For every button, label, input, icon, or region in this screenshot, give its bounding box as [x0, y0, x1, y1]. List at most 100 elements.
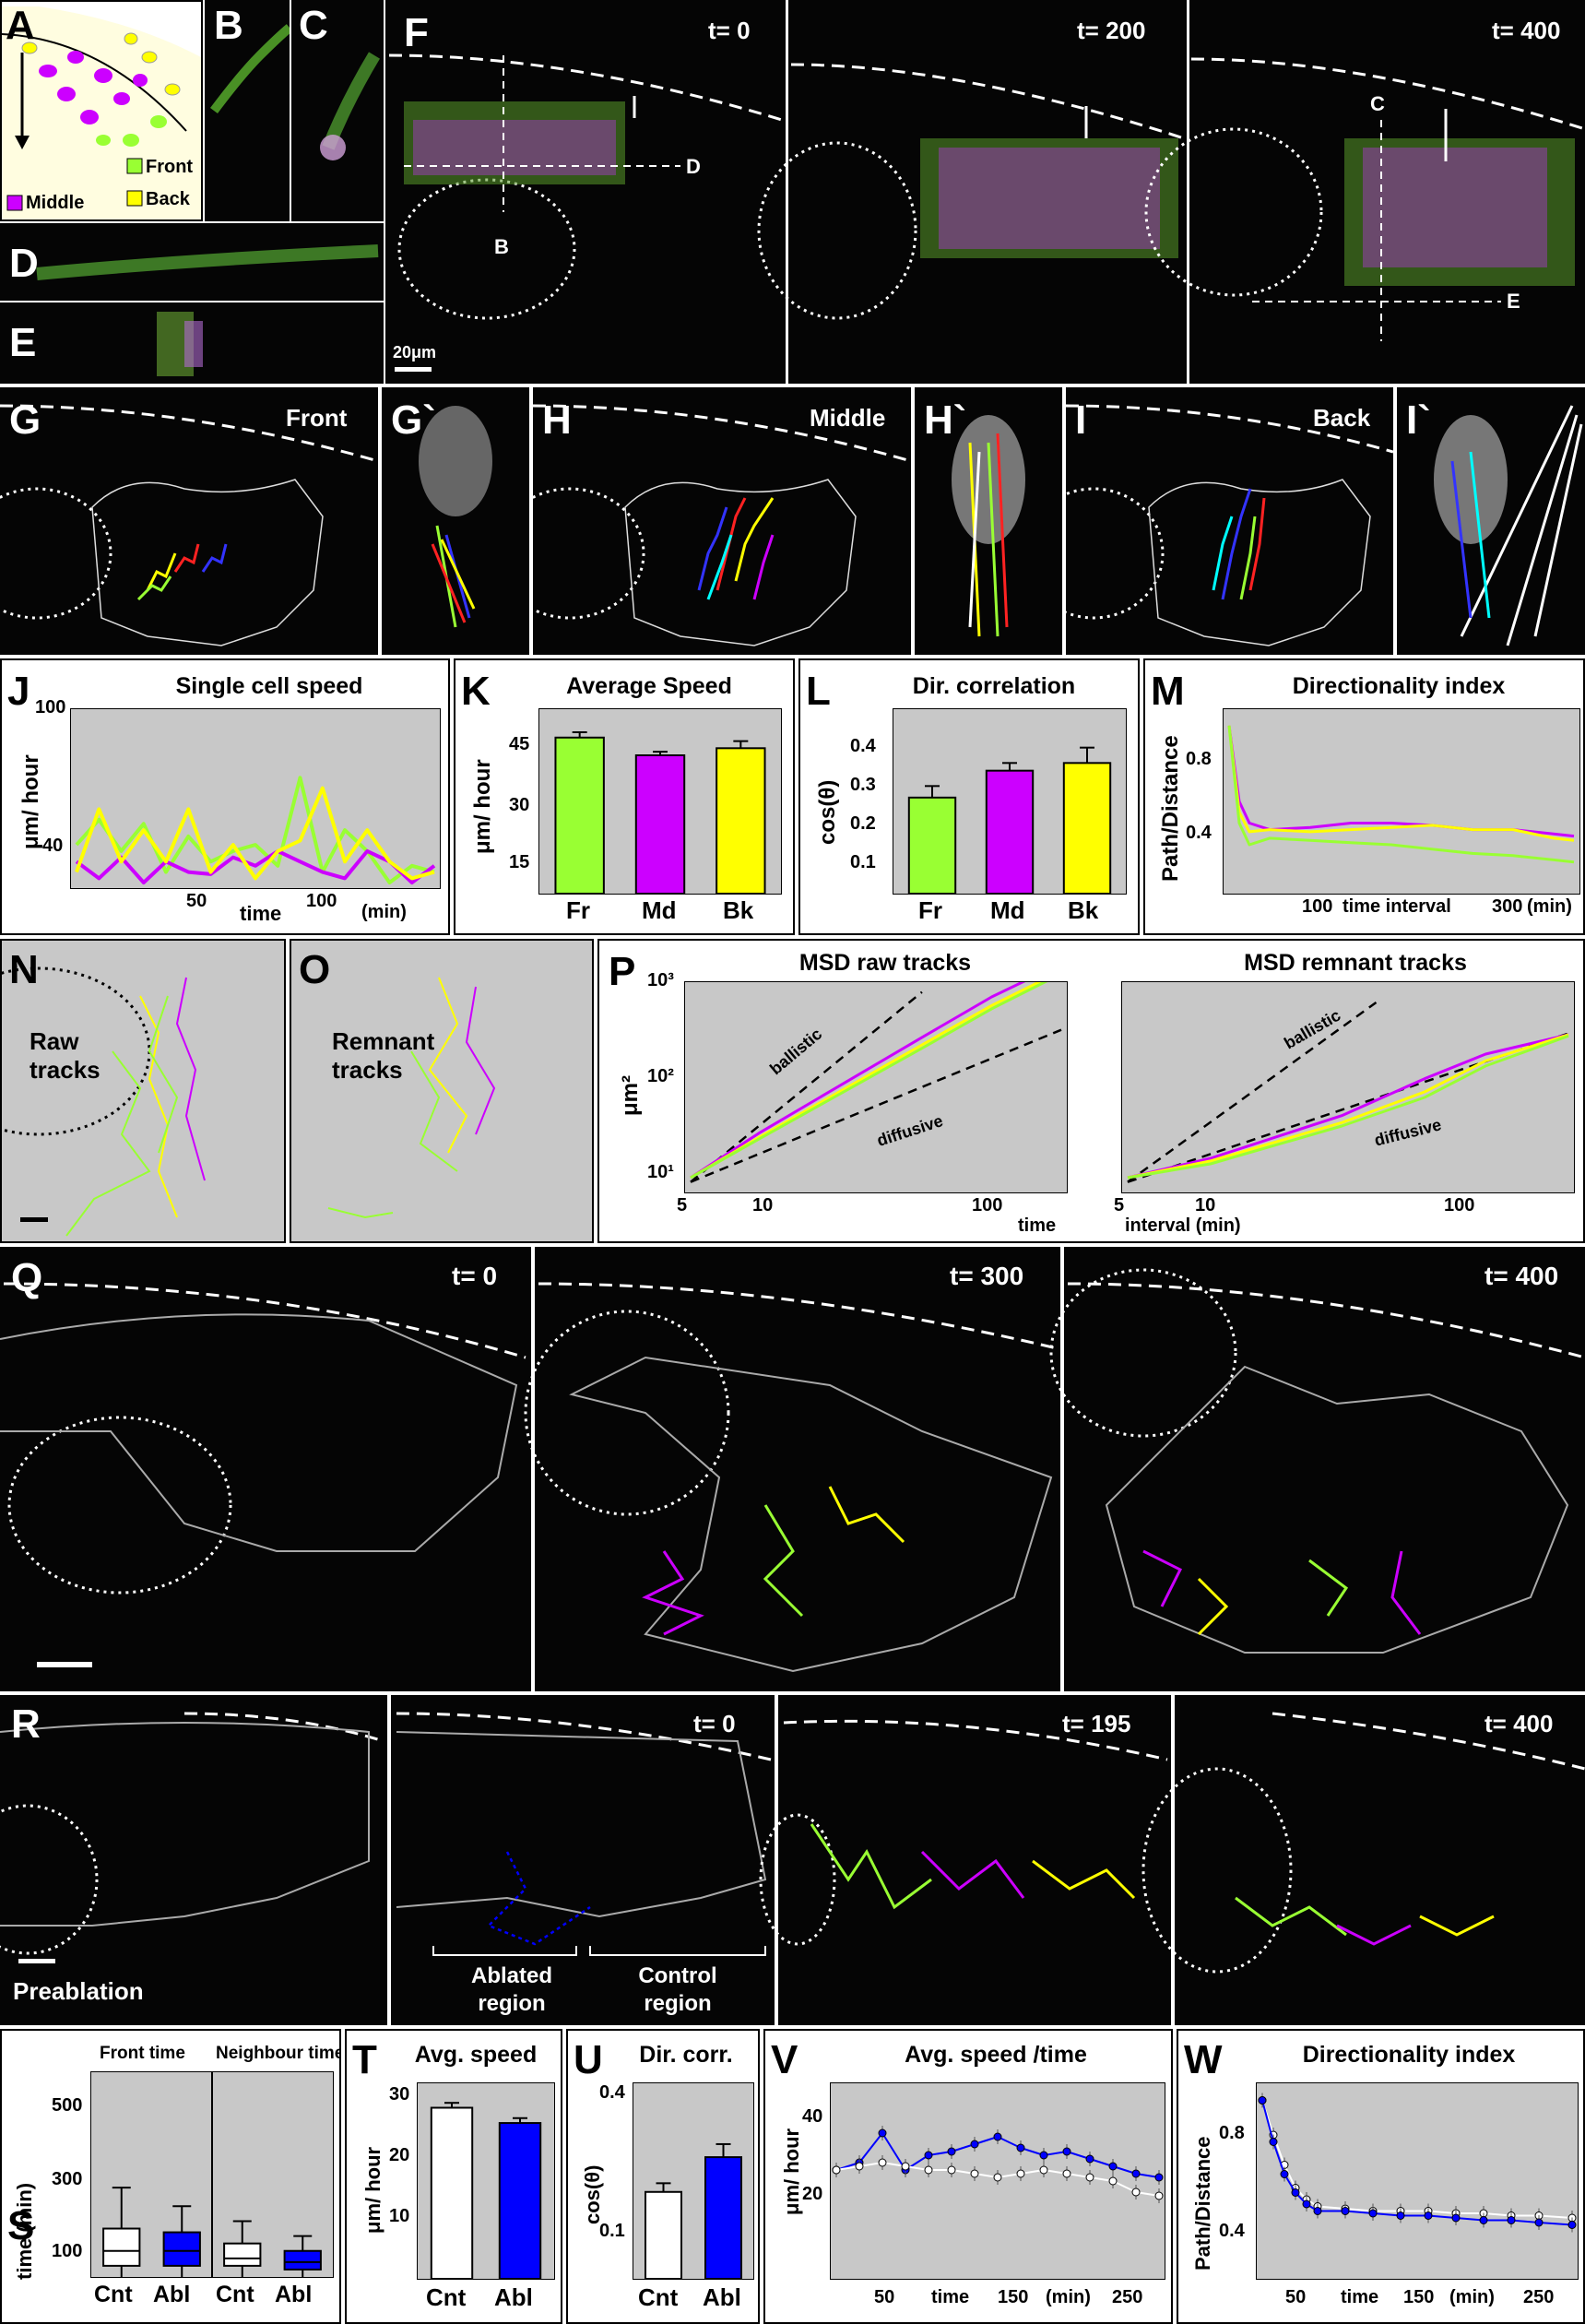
chart-k-cat-fr: Fr: [566, 896, 590, 924]
svgW-series-1-point: [1269, 2138, 1278, 2146]
f-marker-b: B: [494, 235, 509, 258]
svgW-series-1-point: [1291, 2188, 1300, 2197]
svgT-bar-abl: [498, 2122, 542, 2279]
panel-letter-o: O: [299, 947, 331, 992]
chart-p1-ytick-1e2: 10²: [647, 1066, 674, 1086]
g-title-front: Front: [286, 404, 348, 432]
i-title-back: Back: [1313, 404, 1371, 432]
legend-front-label: Front: [146, 157, 194, 177]
chart-m-svg: [1227, 725, 1575, 864]
chart-u-ylabel: cos(θ): [581, 2164, 604, 2224]
back-cells: [21, 32, 181, 96]
chart-p1-ytick-1e3: 10³: [647, 970, 674, 990]
panel-letter-gp: G`: [391, 397, 436, 443]
chart-j-xlabel: time: [240, 902, 282, 925]
chart-s-plot-area: [90, 2071, 334, 2278]
chart-w-xunit: (min): [1449, 2287, 1495, 2307]
chart-u-svg: [645, 2142, 742, 2279]
panel-letter-i: I: [1075, 397, 1087, 443]
chart-p1-xtick-5: 5: [677, 1195, 688, 1215]
r-label-ablated-region: Ablated region: [470, 1963, 552, 2016]
chart-l-cat-bk: Bk: [1068, 896, 1099, 924]
chart-v-ytick-40: 40: [802, 2106, 823, 2127]
svgV-series-0-point: [947, 2147, 956, 2156]
chart-v-title: Avg. speed /time: [905, 2042, 1087, 2068]
q-time-400: t= 400: [1484, 1262, 1559, 1290]
panel-a-schematic: A Front Middle Back: [0, 0, 203, 221]
chart-m-ytick-0-8: 0.8: [1186, 749, 1212, 769]
chart-j-xtick-100: 100: [306, 891, 337, 911]
svgM-series-1-line: [1227, 725, 1575, 842]
panel-p-msd: P MSD raw tracks MSD remnant tracks μm² …: [597, 939, 1585, 1243]
panel-n-raw-tracks: N Raw tracks: [0, 939, 286, 1243]
panel-letter-h: H: [542, 397, 572, 443]
panel-hp-tracks: H`: [915, 387, 1062, 655]
panel-ip-tracks: I`: [1397, 387, 1585, 655]
panel-k-chart: K Average Speed μm/ hour 45 30 15 Fr Md …: [454, 658, 795, 935]
n-label-raw-tracks: Raw tracks: [30, 1027, 101, 1084]
panel-v-chart: V Avg. speed /time μm/ hour 40 20 50 tim…: [763, 2029, 1173, 2324]
chart-j-ytick-40: 40: [42, 836, 64, 856]
svgV-series-1-point: [947, 2165, 956, 2175]
panel-q-nuclei: Q t= 0 t= 300 t= 400: [0, 1247, 1585, 1691]
chart-m-xtick-300: 300: [1492, 896, 1523, 917]
svgS-box-1: [162, 2231, 201, 2267]
chart-w-xlabel: time: [1341, 2287, 1379, 2307]
panel-h-tracks: H Middle: [533, 387, 911, 655]
chart-p1-ylabel: μm²: [618, 1074, 643, 1116]
panel-letter-v: V: [771, 2037, 798, 2082]
chart-u-ytick-0-4: 0.4: [599, 2082, 625, 2103]
chart-j-ylabel: μm/ hour: [18, 754, 43, 849]
f-marker-d: D: [686, 155, 701, 178]
front-cells: [96, 115, 167, 147]
chart-l-title: Dir. correlation: [912, 673, 1076, 699]
panel-letter-w: W: [1184, 2037, 1223, 2082]
chart-s-title-neighbour-time: Neighbour time: [216, 2044, 341, 2063]
svgW-series-1-point: [1280, 2170, 1289, 2178]
chart-j-ytick-100: 100: [35, 697, 66, 717]
svgT-bar-cnt: [430, 2106, 474, 2279]
chart-u-cat-abl: Abl: [703, 2283, 741, 2311]
svgW-series-1-point: [1534, 2218, 1544, 2227]
chart-s-ytick-500: 500: [52, 2095, 83, 2116]
panel-i-tracks: I Back: [1066, 387, 1393, 655]
panel-l-chart: L Dir. correlation cos(θ) 0.4 0.3 0.2 0.…: [798, 658, 1140, 935]
chart-p1-xtick-100: 100: [972, 1195, 1003, 1215]
svgV-series-0-point: [1016, 2143, 1025, 2152]
panel-letter-s: S: [7, 2203, 35, 2248]
panel-letter-t: T: [352, 2037, 377, 2082]
svgV-series-1-point: [1062, 2169, 1071, 2178]
panel-letter-p: P: [609, 949, 636, 994]
chart-w-ytick-0-8: 0.8: [1219, 2123, 1245, 2143]
chart-l-ytick-0-3: 0.3: [850, 775, 876, 795]
panel-m-chart: M Directionality index Path/Distance 0.8…: [1143, 658, 1585, 935]
svgV-series-0-point: [1039, 2151, 1048, 2160]
svgW-series-1-point: [1302, 2200, 1311, 2209]
r-time-195: t= 195: [1062, 1710, 1131, 1737]
chart-v-xunit: (min): [1046, 2287, 1091, 2307]
chart-p2-xtick-100: 100: [1444, 1195, 1475, 1215]
f-marker-c: C: [1370, 92, 1385, 115]
panel-r-ablation: R Preablation t= 0 t= 195 t= 400 Ablated…: [0, 1695, 1585, 2025]
chart-l-svg: [907, 746, 1112, 894]
panel-gp-tracks: G`: [382, 387, 529, 655]
panel-c-orthoview: C: [291, 0, 384, 221]
svgV-series-0-point: [1154, 2173, 1164, 2182]
svgW-series-1-point: [1451, 2213, 1461, 2223]
svgV-series-1-point: [1039, 2165, 1048, 2175]
chart-s-cat-cnt-1: Cnt: [94, 2282, 133, 2307]
chart-w-plot-area: [1256, 2082, 1579, 2280]
chart-l-ytick-0-1: 0.1: [850, 852, 876, 872]
chart-k-cat-bk: Bk: [723, 896, 754, 924]
r-label-control-region: Control region: [638, 1963, 717, 2016]
chart-s-cat-cnt-2: Cnt: [216, 2282, 254, 2307]
chart-p2-svg: [1127, 1001, 1569, 1183]
panel-e-orthoview: E: [0, 302, 384, 384]
svgV-series-1-point: [993, 2173, 1002, 2182]
svgU-bar-abl: [704, 2156, 742, 2279]
panel-b-orthoview: B: [205, 0, 290, 221]
svgW-series-1-point: [1396, 2211, 1405, 2220]
svgP1-series-0-line: [690, 982, 1026, 1180]
svgV-series-1-point: [855, 2162, 864, 2171]
chart-w-ylabel: Path/Distance: [1191, 2136, 1214, 2271]
